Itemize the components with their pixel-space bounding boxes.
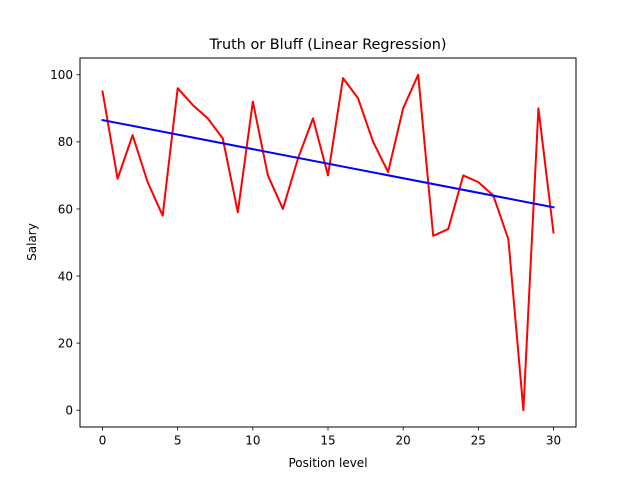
y-tick-label: 20	[58, 336, 73, 350]
x-tick-label: 10	[245, 434, 260, 448]
x-tick-label: 20	[396, 434, 411, 448]
x-axis: 0 5 10 15 20 25 30	[99, 427, 561, 448]
y-tick-label: 60	[58, 202, 73, 216]
y-axis-label: Salary	[25, 223, 39, 261]
y-tick-label: 40	[58, 269, 73, 283]
y-tick-label: 0	[65, 404, 73, 418]
x-tick-label: 0	[99, 434, 107, 448]
y-tick-label: 80	[58, 135, 73, 149]
x-tick-label: 25	[471, 434, 486, 448]
plot-lines	[101, 73, 555, 412]
data-line	[101, 73, 555, 412]
y-tick-label: 100	[50, 68, 73, 82]
regression-line	[101, 118, 555, 209]
x-tick-label: 5	[174, 434, 182, 448]
x-tick-label: 30	[546, 434, 561, 448]
x-tick-label: 15	[320, 434, 335, 448]
y-axis: 0 20 40 60 80 100	[50, 68, 80, 418]
chart-title: Truth or Bluff (Linear Regression)	[208, 37, 446, 53]
x-axis-label: Position level	[288, 456, 367, 470]
